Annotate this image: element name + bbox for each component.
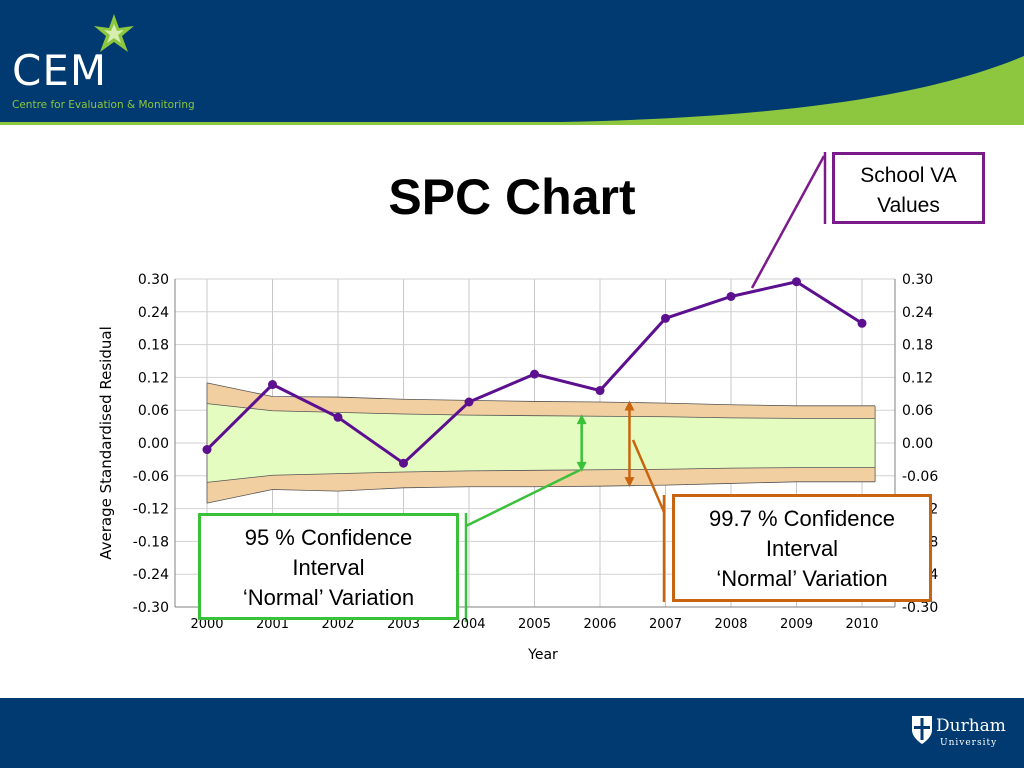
arrow-head-bottom — [624, 477, 635, 488]
y-tick-label-right: -0.30 — [902, 600, 938, 616]
y-tick-label-right: 0.00 — [902, 436, 933, 452]
data-point — [333, 412, 343, 422]
arrow-head-bottom — [576, 461, 587, 472]
x-tick-label: 2006 — [583, 617, 616, 632]
callout-line: 99.7 % Confidence — [709, 506, 895, 531]
y-tick-label-right: 0.12 — [902, 370, 933, 386]
y-tick-label-right: 0.06 — [902, 403, 933, 419]
data-point — [595, 386, 605, 396]
y-tick-label-right: 0.24 — [902, 305, 933, 321]
arrow-95-interval — [576, 414, 587, 472]
data-point — [399, 458, 408, 468]
y-tick-label-left: -0.30 — [133, 600, 169, 616]
durham-university-logo: Durham University — [910, 712, 1010, 756]
data-point — [857, 318, 867, 328]
data-point — [530, 369, 539, 379]
band-edge-lower-997 — [206, 481, 876, 504]
y-tick-label-right: -0.06 — [902, 469, 938, 485]
y-tick-label-left: -0.12 — [133, 502, 169, 518]
y-tick-label-left: 0.18 — [138, 338, 169, 354]
data-point — [792, 277, 801, 287]
x-tick-label: 2001 — [256, 617, 289, 632]
y-tick-label-left: 0.30 — [138, 272, 169, 288]
connector-997 — [631, 439, 666, 513]
cem-logo-subtitle: Centre for Evaluation & Monitoring — [12, 99, 195, 111]
data-point — [202, 445, 212, 455]
callout-95-confidence: 95 % Confidence Interval ‘Normal’ Variat… — [198, 513, 459, 620]
page-title: SPC Chart — [388, 169, 636, 225]
y-tick-label-left: -0.18 — [133, 534, 169, 550]
callout-997-confidence: 99.7 % Confidence Interval ‘Normal’ Vari… — [672, 494, 932, 602]
durham-crest-icon — [912, 716, 932, 744]
x-tick-label: 2005 — [518, 617, 551, 632]
connector-school — [750, 155, 826, 289]
y-tick-label-left: -0.24 — [133, 567, 169, 583]
callout-line: Values — [877, 194, 940, 217]
arrow-head-top — [624, 400, 635, 411]
data-point — [464, 397, 474, 407]
callout-line: 95 % Confidence — [244, 525, 413, 550]
callout-line: ‘Normal’ Variation — [716, 566, 888, 591]
data-point — [268, 380, 277, 390]
y-tick-label-left: 0.24 — [138, 305, 169, 321]
connector-95 — [465, 468, 581, 528]
band-95 — [207, 403, 876, 483]
x-tick-label: 2007 — [649, 617, 682, 632]
y-tick-label-left: -0.06 — [133, 469, 169, 485]
callout-line: Interval — [292, 555, 365, 580]
x-tick-label: 2002 — [321, 617, 354, 632]
y-tick-label-left: 0.00 — [138, 436, 169, 452]
cem-logo-text: CEM — [12, 46, 108, 95]
y-axis-title: Average Standardised Residual — [97, 326, 115, 559]
data-point — [661, 313, 670, 323]
band-edge-lower-95 — [206, 467, 876, 483]
y-tick-label-right: 0.30 — [902, 272, 933, 288]
callout-school-va-values: School VA Values — [832, 152, 985, 224]
band-edge-upper-997 — [206, 382, 876, 407]
x-tick-label: 2003 — [387, 617, 420, 632]
y-tick-label-left: 0.06 — [138, 403, 169, 419]
x-tick-label: 2000 — [190, 617, 223, 632]
y-tick-label-left: 0.12 — [138, 370, 169, 386]
y-tick-label-right: 0.18 — [902, 338, 933, 354]
band-edge-upper-95 — [206, 403, 876, 419]
x-tick-label: 2009 — [780, 617, 813, 632]
arrow-997-interval — [624, 400, 635, 488]
data-point — [726, 291, 736, 301]
x-tick-label: 2004 — [452, 617, 485, 632]
star-icon — [94, 14, 134, 52]
header-banner: CEM Centre for Evaluation & Monitoring — [0, 0, 1024, 128]
callout-line: Interval — [765, 536, 839, 561]
x-tick-label: 2010 — [845, 617, 878, 632]
x-axis-title: Year — [527, 647, 558, 663]
callout-line: School VA — [860, 164, 957, 187]
header-background — [0, 0, 1024, 128]
callout-line: ‘Normal’ Variation — [242, 585, 415, 610]
arrow-head-top — [576, 414, 587, 425]
footer-bar: Durham University — [0, 698, 1024, 768]
x-tick-label: 2008 — [714, 617, 747, 632]
